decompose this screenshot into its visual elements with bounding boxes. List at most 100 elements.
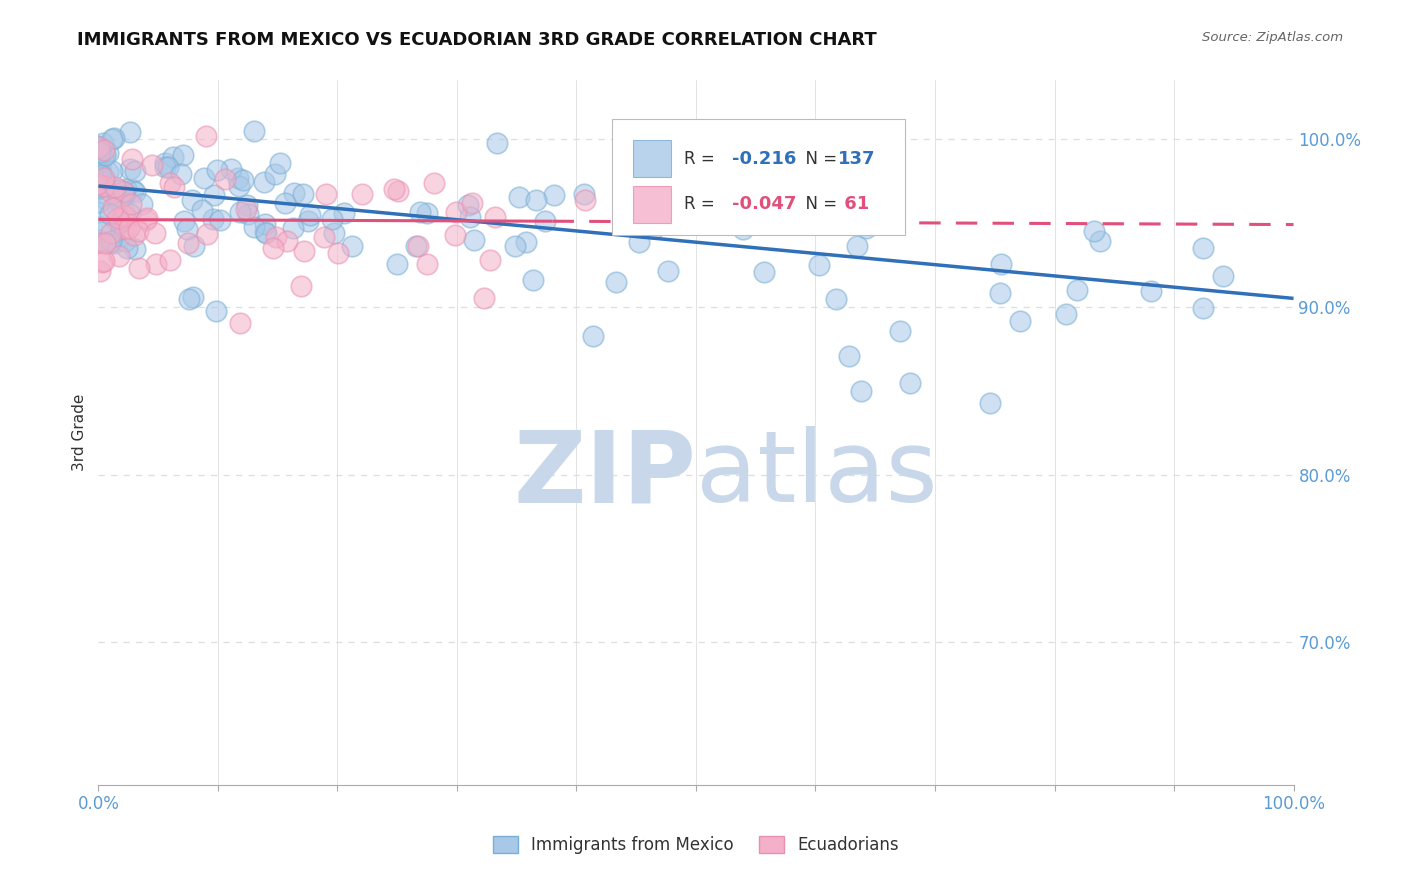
- Text: R =: R =: [685, 150, 720, 168]
- Point: [235, 202, 257, 216]
- Point: [181, 290, 204, 304]
- Point: [87, 140, 110, 154]
- Point: [90, 220, 112, 235]
- Point: [194, 128, 217, 143]
- Point: [253, 217, 276, 231]
- Point: [170, 167, 193, 181]
- Point: [103, 131, 125, 145]
- Point: [314, 230, 336, 244]
- Point: [87, 233, 110, 247]
- Point: [657, 264, 679, 278]
- Point: [124, 164, 146, 178]
- Point: [731, 195, 754, 210]
- Point: [91, 136, 114, 151]
- Text: -0.047: -0.047: [733, 195, 796, 213]
- Point: [93, 254, 115, 268]
- Point: [100, 226, 122, 240]
- Point: [236, 197, 259, 211]
- Point: [333, 206, 356, 220]
- Point: [104, 180, 127, 194]
- Point: [627, 235, 650, 249]
- Text: atlas: atlas: [696, 426, 938, 524]
- Point: [299, 208, 322, 222]
- Point: [315, 186, 337, 201]
- Point: [406, 239, 429, 253]
- Point: [162, 150, 184, 164]
- Point: [124, 242, 146, 256]
- Point: [90, 254, 112, 268]
- Point: [87, 181, 110, 195]
- Point: [100, 164, 122, 178]
- Point: [382, 182, 405, 196]
- Point: [1083, 224, 1105, 238]
- Text: -0.216: -0.216: [733, 150, 796, 168]
- Point: [990, 257, 1012, 271]
- Point: [825, 292, 848, 306]
- FancyBboxPatch shape: [613, 119, 905, 235]
- Point: [898, 376, 921, 391]
- Point: [478, 252, 501, 267]
- Point: [97, 236, 120, 251]
- Point: [193, 171, 215, 186]
- Point: [1211, 269, 1233, 284]
- Point: [328, 246, 350, 260]
- Point: [90, 169, 112, 183]
- Point: [387, 257, 409, 271]
- Point: [254, 226, 277, 240]
- Point: [274, 196, 297, 211]
- Point: [849, 384, 872, 398]
- Point: [145, 257, 167, 271]
- Point: [176, 222, 198, 236]
- Point: [122, 183, 145, 197]
- Point: [405, 238, 427, 252]
- Point: [263, 167, 285, 181]
- Point: [93, 179, 115, 194]
- Point: [101, 201, 124, 215]
- Point: [253, 175, 276, 189]
- Point: [269, 156, 291, 170]
- Point: [205, 303, 228, 318]
- Point: [574, 193, 596, 207]
- Point: [444, 205, 467, 219]
- Point: [808, 259, 831, 273]
- Point: [290, 279, 312, 293]
- Text: Source: ZipAtlas.com: Source: ZipAtlas.com: [1202, 31, 1343, 45]
- Point: [503, 239, 526, 253]
- Point: [108, 216, 131, 230]
- Point: [352, 186, 374, 201]
- Point: [120, 162, 142, 177]
- Point: [238, 206, 260, 220]
- Point: [87, 177, 110, 191]
- Point: [191, 203, 214, 218]
- Point: [128, 260, 150, 275]
- Point: [202, 188, 225, 202]
- Point: [114, 221, 136, 235]
- Point: [97, 145, 120, 160]
- Point: [262, 241, 284, 255]
- Point: [508, 190, 530, 204]
- Point: [94, 148, 117, 162]
- Point: [91, 150, 114, 164]
- Point: [155, 160, 177, 174]
- Point: [89, 179, 111, 194]
- Point: [120, 197, 142, 211]
- Point: [87, 139, 110, 153]
- Point: [281, 221, 304, 235]
- Point: [93, 143, 115, 157]
- Point: [423, 176, 446, 190]
- Point: [534, 214, 557, 228]
- Point: [988, 286, 1011, 301]
- Point: [574, 186, 596, 201]
- Point: [1140, 284, 1163, 298]
- Point: [159, 176, 181, 190]
- Point: [229, 205, 252, 219]
- Point: [87, 235, 110, 250]
- Point: [485, 136, 508, 150]
- Point: [605, 275, 627, 289]
- Point: [157, 161, 180, 175]
- Point: [108, 194, 131, 208]
- Point: [100, 186, 122, 200]
- Point: [127, 223, 149, 237]
- Point: [111, 208, 134, 222]
- Point: [1010, 313, 1032, 327]
